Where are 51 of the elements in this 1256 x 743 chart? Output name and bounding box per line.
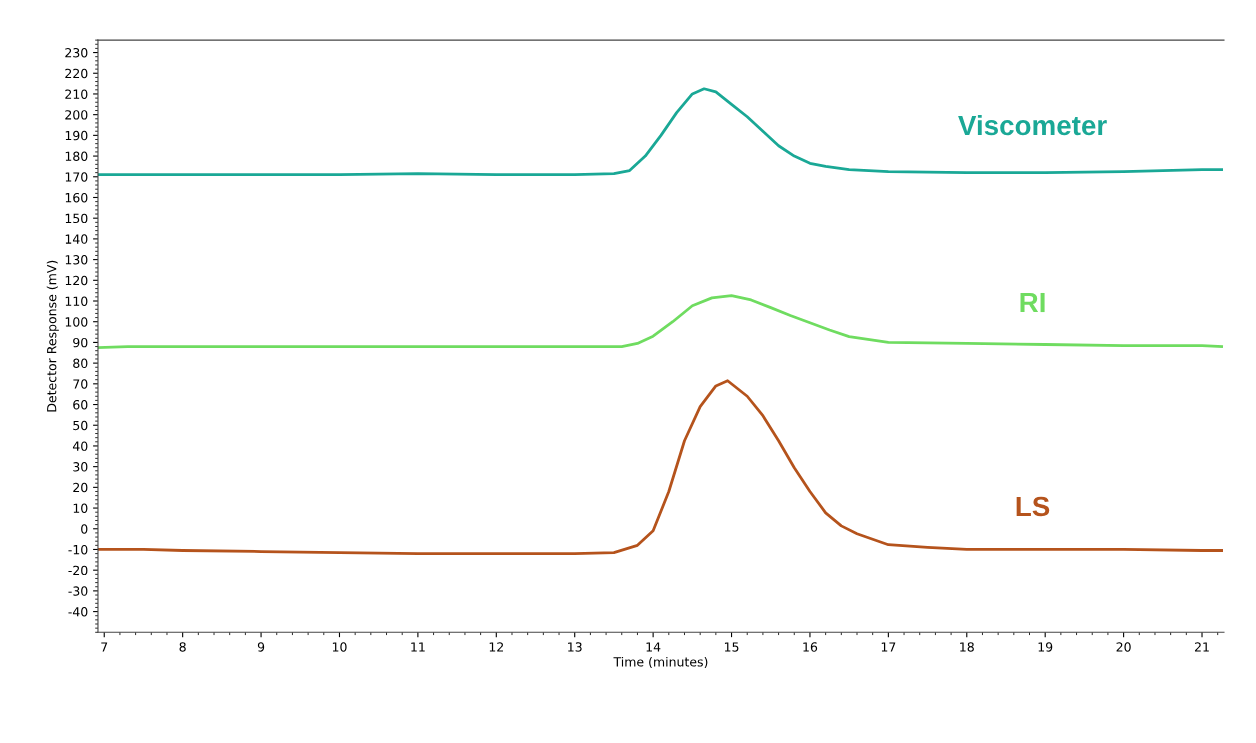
y-tick-label: 20 [73,482,88,493]
y-tick-label: -40 [68,607,88,617]
x-tick-label: 20 [1116,642,1131,652]
y-tick-label: 80 [73,358,88,369]
y-tick-label: 0 [81,524,88,534]
x-tick-label: 21 [1194,642,1209,652]
y-tick-label: 40 [72,441,88,451]
line-series [97,294,1224,349]
y-tick-label: 210 [65,89,88,99]
y-tick-label: 110 [65,296,88,306]
x-tick-label: 16 [803,642,818,652]
x-tick-label: 10 [332,642,347,652]
y-tick-label: 220 [65,68,88,79]
y-axis-title: Detector Response (mV) [46,260,59,412]
y-tick-label: 120 [65,275,88,286]
y-tick-label: 60 [73,400,88,410]
x-tick-label: 7 [101,642,108,652]
x-tick-label: 8 [179,642,186,652]
x-tick-label: 18 [960,642,974,652]
y-tick-label: 50 [73,420,88,431]
series-label: RI [1020,292,1045,313]
y-tick-label: 170 [65,172,88,182]
series-label: Viscometer [958,114,1107,136]
y-tick-label: 130 [65,255,88,265]
series-label: LS [1016,496,1050,517]
y-tick-label: 160 [65,192,88,203]
y-tick-label: 200 [65,110,88,120]
x-tick-label: 14 [646,642,661,652]
x-tick-label: 15 [724,642,739,652]
x-tick-label: 9 [257,642,265,652]
x-tick-label: 17 [881,642,896,652]
y-tick-label: -20 [68,565,88,576]
y-tick-label: 90 [73,337,88,348]
x-tick-label: 12 [489,642,503,652]
x-tick-label: 13 [568,642,582,652]
y-tick-label: -10 [68,544,88,555]
x-tick-label: 11 [411,642,425,652]
y-tick-label: 70 [73,379,88,389]
y-tick-label: 30 [73,462,88,472]
x-tick-label: 19 [1038,642,1053,652]
y-tick-label: 140 [65,234,88,244]
y-tick-label: 230 [65,48,88,58]
y-tick-label: 150 [65,213,88,224]
y-tick-label: 190 [65,130,88,141]
x-axis-title: Time (minutes) [613,656,708,669]
y-tick-label: 100 [65,317,88,327]
y-tick-label: 10 [73,503,88,513]
y-tick-label: 180 [65,151,88,161]
line-series [97,87,1224,177]
line-series [97,379,1224,555]
y-tick-label: -30 [68,586,88,596]
